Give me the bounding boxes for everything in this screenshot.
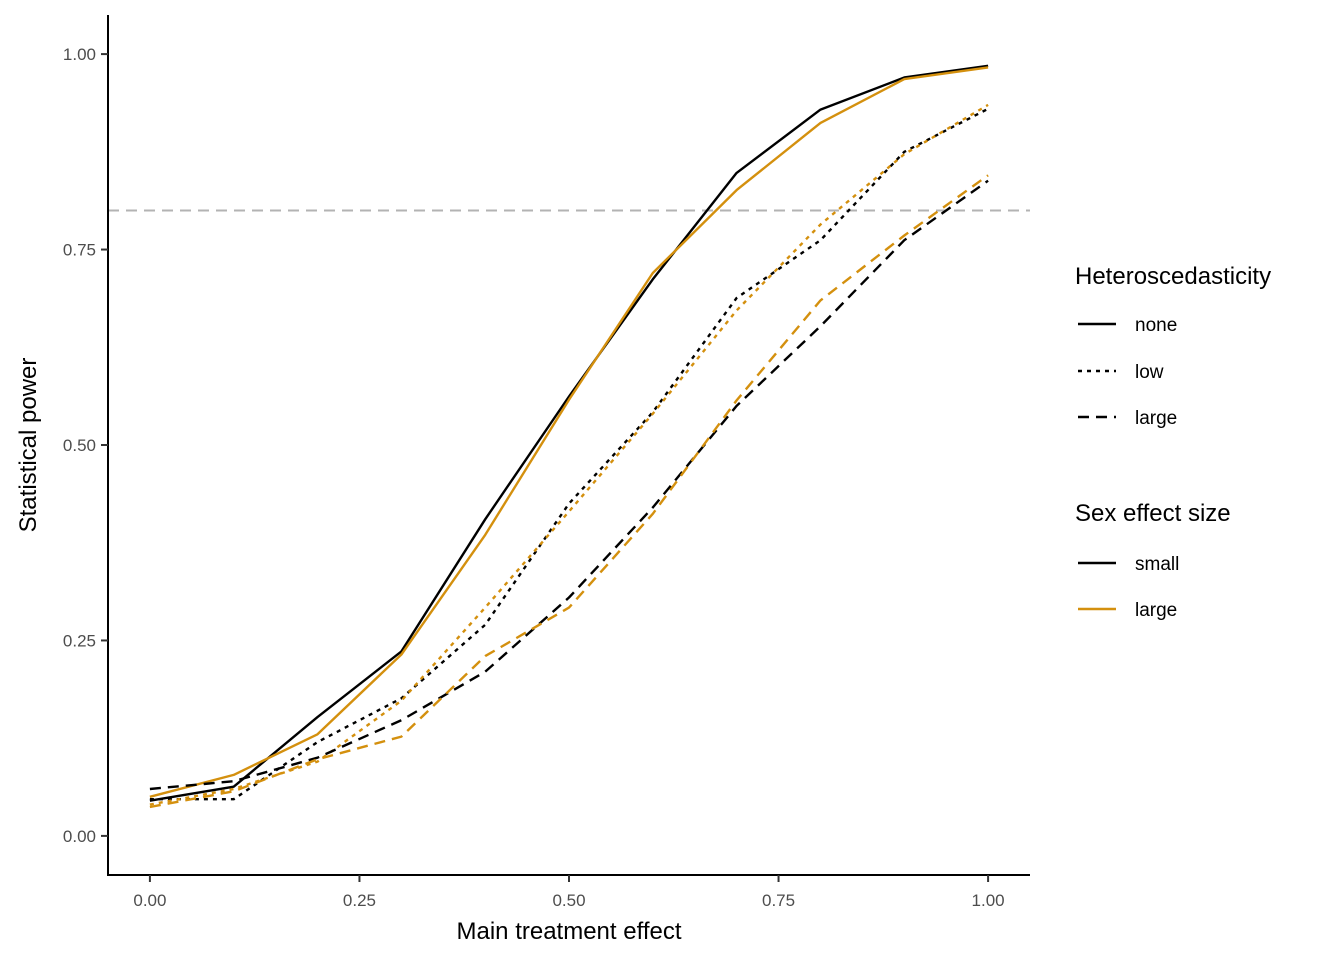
series-line-large-small: [149, 179, 989, 791]
x-tick-label: 0.00: [133, 891, 166, 910]
y-tick-label: 1.00: [63, 45, 96, 64]
series-line-low-small: [149, 107, 989, 801]
x-tick-label: 0.75: [762, 891, 795, 910]
y-tick-label: 0.50: [63, 436, 96, 455]
x-tick-label: 1.00: [972, 891, 1005, 910]
axes: 0.00 0.25 0.50 0.75 1.00 0.00 0.25 0.50 0.75 1.00: [63, 15, 1030, 910]
y-tick-label: 0.00: [63, 827, 96, 846]
series-line-none-small: [149, 64, 989, 802]
legend-label-large: large: [1135, 600, 1177, 621]
y-tick-label: 0.25: [63, 631, 96, 650]
plot-lines: [108, 64, 1030, 809]
x-tick-label: 0.25: [343, 891, 376, 910]
legend-title-heteroscedasticity: Heteroscedasticity: [1075, 263, 1271, 290]
legend-label-large: large: [1135, 408, 1177, 429]
x-tick-label: 0.50: [552, 891, 585, 910]
series-line-large-large: [149, 174, 989, 809]
y-tick-label: 0.75: [63, 241, 96, 260]
legend: Heteroscedasticity Sex effect size none l…: [1075, 263, 1271, 621]
y-axis-title: Statistical power: [15, 358, 42, 533]
legend-title-sex-effect-size: Sex effect size: [1075, 500, 1231, 527]
series-line-none-large: [149, 66, 989, 798]
legend-label-small: small: [1135, 554, 1179, 575]
x-axis-title: Main treatment effect: [457, 918, 682, 945]
legend-label-low: low: [1135, 362, 1164, 383]
legend-label-none: none: [1135, 315, 1177, 336]
